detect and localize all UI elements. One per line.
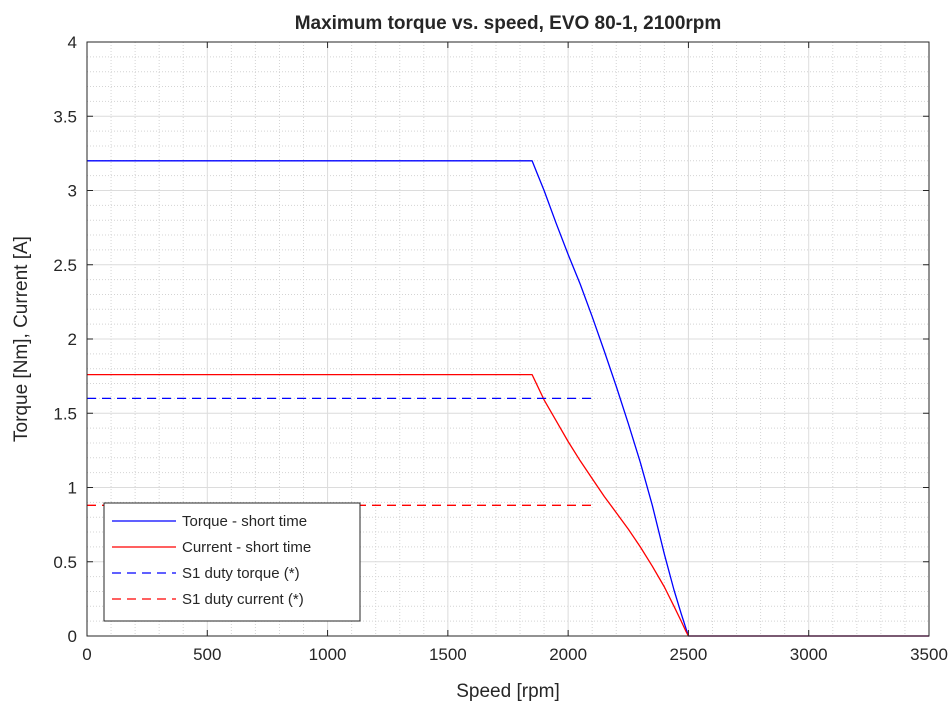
x-axis-label: Speed [rpm] — [456, 681, 560, 702]
legend-label-4: S1 duty current (*) — [182, 591, 304, 608]
legend-label-2: Current - short time — [182, 539, 311, 556]
x-tick-label: 3500 — [910, 645, 948, 664]
x-tick-label: 0 — [82, 645, 91, 664]
chart-title: Maximum torque vs. speed, EVO 80-1, 2100… — [295, 13, 722, 34]
y-tick-label: 2 — [68, 330, 77, 349]
y-tick-label: 0 — [68, 627, 77, 646]
y-axis-label: Torque [Nm], Current [A] — [11, 236, 32, 442]
legend-label-1: Torque - short time — [182, 513, 307, 530]
x-tick-label: 500 — [193, 645, 221, 664]
y-tick-label: 4 — [68, 33, 77, 52]
y-tick-label: 3.5 — [53, 107, 77, 126]
legend-label-3: S1 duty torque (*) — [182, 565, 300, 582]
ticks-layer: 0 500 1000 1500 2000 2500 3000 3500 0 0.5 1 1.5 2 2.5… — [53, 33, 948, 664]
x-tick-label: 3000 — [790, 645, 828, 664]
x-tick-label: 2000 — [549, 645, 587, 664]
x-tick-label: 1000 — [309, 645, 347, 664]
y-tick-label: 1.5 — [53, 404, 77, 423]
series-line-1 — [87, 160, 929, 637]
y-tick-label: 3 — [68, 182, 77, 201]
x-tick-label: 2500 — [670, 645, 708, 664]
series-layer — [87, 160, 929, 637]
y-tick-label: 2.5 — [53, 256, 77, 275]
legend: Torque - short time Current - short time S… — [103, 502, 361, 622]
x-tick-label: 1500 — [429, 645, 467, 664]
series-line-2 — [87, 373, 929, 637]
y-tick-label: 1 — [68, 479, 77, 498]
legend-box — [103, 502, 361, 622]
y-tick-label: 0.5 — [53, 553, 77, 572]
